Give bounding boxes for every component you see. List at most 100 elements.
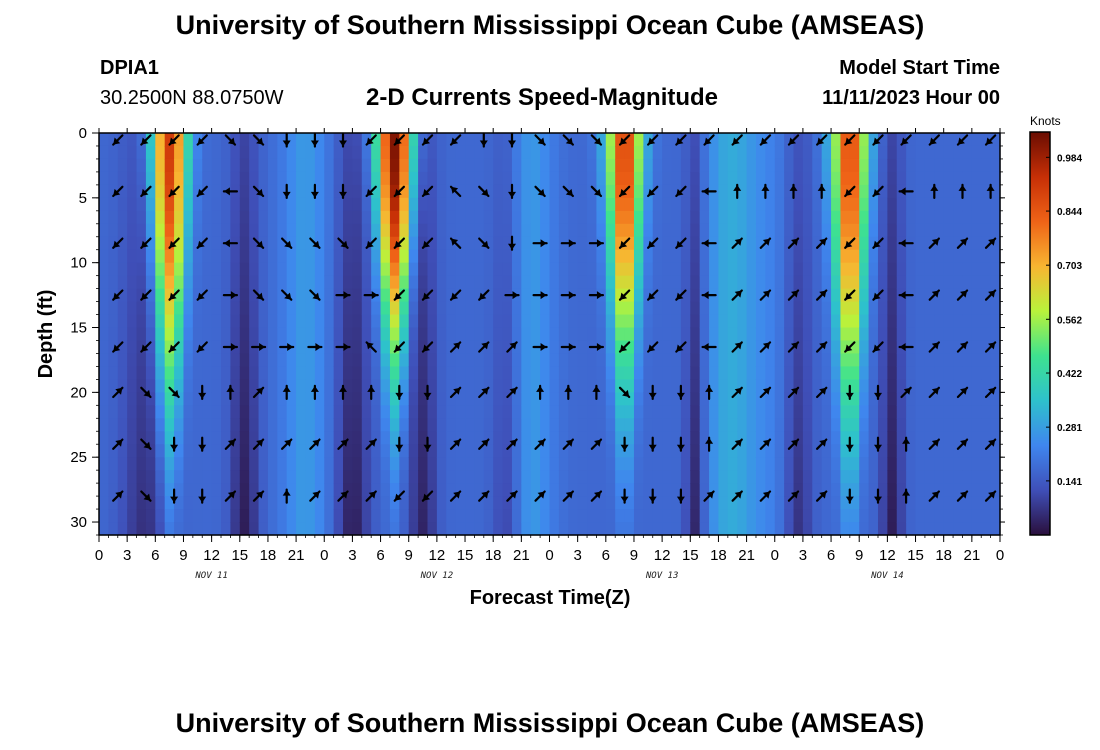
heatmap-cell xyxy=(709,210,720,225)
heatmap-cell xyxy=(127,522,138,536)
heatmap-cell xyxy=(211,236,222,251)
heatmap-cell xyxy=(849,314,860,329)
heatmap-cell xyxy=(859,457,870,471)
heatmap-cell xyxy=(727,236,738,251)
heatmap-cell xyxy=(690,262,701,277)
heatmap-cell xyxy=(296,405,307,419)
heatmap-cell xyxy=(699,379,710,393)
station-name: DPIA1 xyxy=(100,57,159,79)
heatmap-cell xyxy=(455,483,466,497)
heatmap-cell xyxy=(690,184,701,199)
heatmap-cell xyxy=(202,431,213,445)
heatmap-cell xyxy=(493,431,504,445)
heatmap-cell xyxy=(605,522,616,536)
heatmap-cell xyxy=(117,158,128,173)
heatmap-cell xyxy=(108,133,119,147)
heatmap-cell xyxy=(549,197,560,212)
heatmap-cell xyxy=(605,275,616,290)
heatmap-cell xyxy=(380,210,391,225)
heatmap-cell xyxy=(943,184,954,199)
heatmap-cell xyxy=(474,470,485,484)
heatmap-cell xyxy=(511,457,522,471)
heatmap-cell xyxy=(493,171,504,186)
heatmap-cell xyxy=(662,405,673,419)
heatmap-cell xyxy=(737,392,748,406)
heatmap-cell xyxy=(755,457,766,471)
heatmap-cell xyxy=(127,327,138,342)
heatmap-cell xyxy=(755,392,766,406)
heatmap-cell xyxy=(840,249,851,264)
heatmap-cell xyxy=(296,379,307,393)
heatmap-cell xyxy=(643,288,654,303)
heatmap-cell xyxy=(305,418,316,432)
heatmap-cell xyxy=(981,262,992,277)
heatmap-cell xyxy=(436,366,447,380)
heatmap-cell xyxy=(671,470,682,484)
heatmap-cell xyxy=(446,405,457,419)
heatmap-cell xyxy=(821,249,832,264)
heatmap-cell xyxy=(558,431,569,445)
heatmap-cell xyxy=(784,418,795,432)
heatmap-cell xyxy=(296,470,307,484)
heatmap-cell xyxy=(615,145,626,160)
heatmap-cell xyxy=(690,366,701,380)
heatmap-cell xyxy=(540,366,551,380)
heatmap-cell xyxy=(990,366,1001,380)
heatmap-cell xyxy=(136,301,147,316)
heatmap-cell xyxy=(530,184,541,199)
heatmap-cell xyxy=(737,288,748,303)
heatmap-cell xyxy=(671,262,682,277)
heatmap-cell xyxy=(699,483,710,497)
heatmap-cell xyxy=(164,496,175,510)
heatmap-cell xyxy=(127,133,138,147)
heatmap-cell xyxy=(371,262,382,277)
heatmap-cell xyxy=(474,379,485,393)
heatmap-cell xyxy=(211,133,222,147)
heatmap-cell xyxy=(493,249,504,264)
current-vector xyxy=(675,289,687,301)
heatmap-cell xyxy=(239,418,250,432)
current-vector xyxy=(560,239,576,248)
heatmap-cell xyxy=(530,431,541,445)
heatmap-cell xyxy=(962,405,973,419)
heatmap-cell xyxy=(239,210,250,225)
heatmap-cell xyxy=(352,236,363,251)
heatmap-cell xyxy=(493,288,504,303)
heatmap-cell xyxy=(474,444,485,458)
heatmap-cell xyxy=(821,509,832,523)
heatmap-cell xyxy=(943,366,954,380)
current-vector xyxy=(224,134,237,146)
heatmap-cell xyxy=(896,470,907,484)
heatmap-cell xyxy=(971,145,982,160)
heatmap-cell xyxy=(465,210,476,225)
heatmap-cell xyxy=(380,444,391,458)
heatmap-cell xyxy=(371,509,382,523)
heatmap-cell xyxy=(136,327,147,342)
heatmap-cell xyxy=(868,223,879,238)
heatmap-cell xyxy=(211,210,222,225)
heatmap-cell xyxy=(981,184,992,199)
heatmap-cell xyxy=(277,158,288,173)
heatmap-cell xyxy=(990,509,1001,523)
heatmap-cell xyxy=(840,418,851,432)
heatmap-cell xyxy=(183,522,194,536)
heatmap-cell xyxy=(324,457,335,471)
current-vector xyxy=(508,235,516,251)
heatmap-cell xyxy=(568,379,579,393)
heatmap-cell xyxy=(793,133,804,147)
heatmap-cell xyxy=(333,379,344,393)
heatmap-cell xyxy=(277,184,288,199)
heatmap-cell xyxy=(314,444,325,458)
heatmap-cell xyxy=(737,158,748,173)
heatmap-cell xyxy=(305,405,316,419)
current-vector xyxy=(224,438,237,450)
heatmap-cell xyxy=(615,275,626,290)
heatmap-cell xyxy=(145,145,156,160)
heatmap-cell xyxy=(474,210,485,225)
heatmap-cell xyxy=(577,353,588,368)
heatmap-cell xyxy=(755,314,766,329)
heatmap-cell xyxy=(305,184,316,199)
heatmap-cell xyxy=(305,457,316,471)
heatmap-cell xyxy=(192,496,203,510)
heatmap-cell xyxy=(915,249,926,264)
